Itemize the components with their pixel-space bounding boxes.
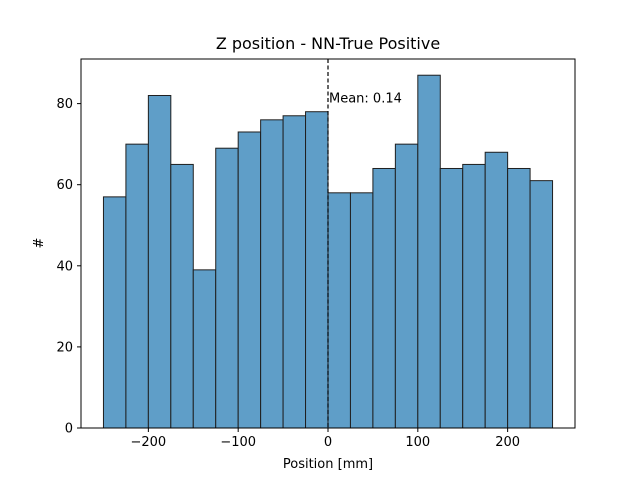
y-tick-label: 40: [56, 259, 73, 274]
histogram-bar: [215, 147, 239, 429]
histogram-bar: [192, 269, 217, 429]
histogram-bar: [462, 163, 486, 429]
y-tick-label: 0: [65, 422, 73, 437]
y-tick-label: 80: [56, 97, 73, 112]
x-tick-label: −200: [131, 435, 167, 450]
y-axis-label: #: [32, 238, 47, 249]
y-ticks-group: 0 20 40 60 80: [56, 97, 81, 437]
histogram-bar: [372, 167, 396, 429]
histogram-bar: [102, 196, 127, 429]
histogram-bar: [529, 180, 554, 429]
histogram-bar: [439, 167, 464, 429]
histogram-bar: [305, 111, 329, 429]
histogram-bar: [507, 167, 531, 429]
y-tick-label: 20: [56, 340, 73, 355]
histogram-bar: [282, 115, 307, 429]
histogram-bar: [170, 163, 194, 429]
y-tick-label: 60: [56, 178, 73, 193]
x-tick-label: 0: [324, 435, 332, 450]
x-ticks-group: −200 −100 0 100 200: [131, 428, 520, 450]
x-axis-label: Position [mm]: [283, 457, 373, 472]
histogram-bar: [125, 143, 149, 429]
x-tick-label: 100: [405, 435, 430, 450]
histogram-bar: [394, 143, 419, 429]
mean-label: Mean: 0.14: [329, 92, 402, 107]
histogram-bar: [484, 151, 509, 429]
bars-group: [102, 74, 554, 429]
histogram-bar: [417, 74, 441, 429]
chart-title: Z position - NN-True Positive: [216, 34, 440, 53]
histogram-bar: [237, 131, 262, 429]
mean-group: Mean: 0.14: [327, 59, 402, 428]
x-tick-label: −100: [220, 435, 256, 450]
histogram-bar: [147, 94, 172, 429]
histogram-bar: [349, 192, 374, 429]
x-tick-label: 200: [495, 435, 520, 450]
histogram-bar: [260, 119, 284, 429]
histogram-bar: [327, 192, 351, 429]
